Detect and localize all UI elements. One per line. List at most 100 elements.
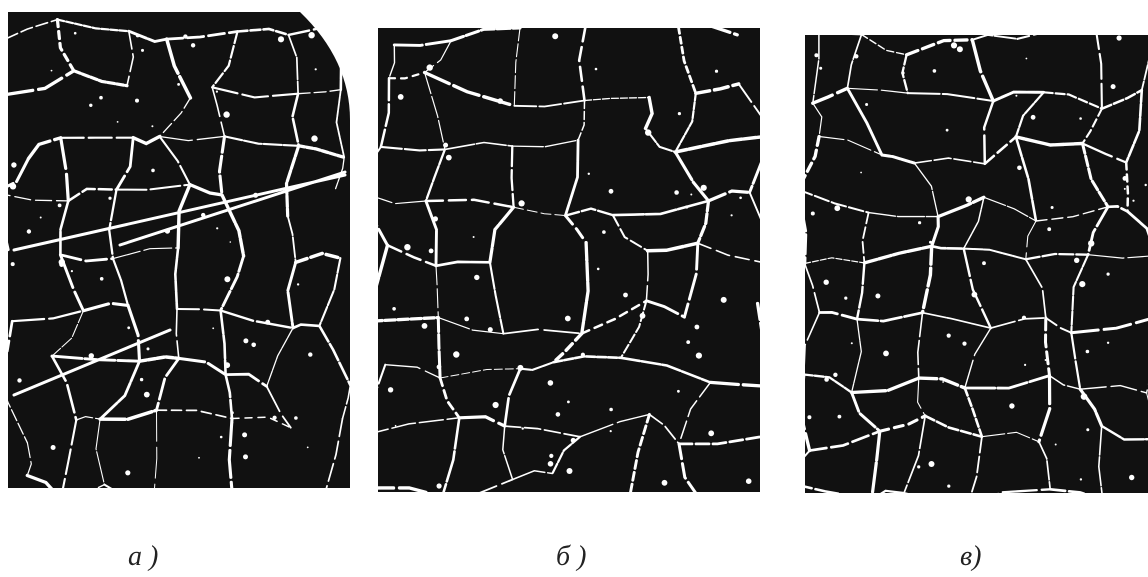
- crack: [904, 493, 967, 508]
- speck: [216, 227, 218, 229]
- speck: [278, 36, 284, 42]
- speck: [715, 70, 718, 73]
- speck: [838, 415, 842, 419]
- speck: [437, 483, 442, 488]
- speck: [297, 283, 299, 285]
- speck: [1047, 227, 1051, 231]
- speck: [11, 262, 15, 266]
- speck: [585, 258, 587, 260]
- speck: [677, 390, 680, 393]
- speck: [595, 68, 598, 71]
- speck: [708, 430, 714, 436]
- speck: [1086, 350, 1090, 354]
- speck: [1009, 403, 1014, 408]
- speck: [453, 351, 459, 357]
- speck: [982, 261, 986, 265]
- speck: [933, 69, 937, 73]
- speck: [824, 280, 829, 285]
- speck: [731, 214, 733, 216]
- crack: [770, 435, 773, 501]
- crack: [700, 494, 772, 501]
- speck: [1015, 95, 1017, 97]
- speck: [191, 43, 195, 47]
- speck: [951, 42, 957, 48]
- speck: [947, 485, 950, 488]
- speck: [1124, 188, 1126, 190]
- speck: [581, 353, 585, 357]
- speck: [242, 432, 247, 437]
- speck: [464, 317, 469, 322]
- speck: [136, 34, 140, 38]
- speck: [1074, 258, 1079, 263]
- speck: [315, 68, 317, 70]
- speck: [311, 135, 317, 141]
- speck: [1086, 428, 1089, 431]
- speck: [224, 362, 230, 368]
- speck: [273, 416, 277, 420]
- speck: [597, 268, 600, 271]
- speck: [824, 377, 829, 382]
- speck: [243, 338, 248, 343]
- speck: [243, 454, 248, 459]
- speck: [588, 173, 590, 175]
- speck: [819, 67, 822, 70]
- speck: [404, 244, 410, 250]
- speck: [1079, 281, 1085, 287]
- speck: [701, 185, 707, 191]
- speck: [918, 221, 921, 224]
- speck: [690, 194, 692, 196]
- speck: [1022, 316, 1026, 320]
- speck: [565, 316, 571, 322]
- speck: [294, 416, 298, 420]
- speck: [446, 155, 452, 161]
- speck: [151, 169, 155, 173]
- speck: [1055, 444, 1057, 446]
- speck: [556, 412, 561, 417]
- speck: [549, 454, 553, 458]
- speck: [251, 343, 256, 348]
- crack: [341, 21, 348, 90]
- speck: [860, 172, 862, 174]
- caption-a: а ): [128, 541, 158, 572]
- speck: [1026, 58, 1028, 60]
- speck: [433, 216, 438, 221]
- speck: [307, 447, 309, 449]
- speck: [623, 293, 628, 298]
- speck: [443, 143, 448, 148]
- speck: [662, 480, 668, 486]
- speck: [696, 353, 702, 359]
- crack: [365, 435, 370, 488]
- speck: [141, 49, 144, 52]
- speck: [875, 294, 880, 299]
- speck: [140, 378, 143, 381]
- speck: [99, 96, 103, 100]
- speck: [947, 334, 951, 338]
- speck: [685, 205, 688, 208]
- speck: [567, 401, 570, 404]
- speck: [901, 71, 904, 74]
- speck: [602, 230, 606, 234]
- speck: [946, 129, 949, 132]
- speck: [957, 46, 963, 52]
- speck: [488, 327, 493, 332]
- speck: [645, 129, 651, 135]
- speck: [814, 53, 818, 57]
- speck: [640, 313, 646, 319]
- speck: [10, 183, 16, 189]
- speck: [27, 229, 31, 233]
- speck: [695, 325, 700, 330]
- crack: [762, 386, 769, 435]
- speck: [422, 323, 428, 329]
- speck: [567, 468, 573, 474]
- speck: [473, 236, 475, 238]
- speck: [89, 104, 92, 107]
- speck: [51, 70, 53, 72]
- speck: [609, 408, 613, 412]
- speck: [854, 54, 858, 58]
- speck: [216, 91, 218, 93]
- speck: [678, 112, 681, 115]
- speck: [609, 189, 614, 194]
- speck: [833, 373, 837, 377]
- speck: [966, 196, 972, 202]
- speck: [437, 365, 442, 370]
